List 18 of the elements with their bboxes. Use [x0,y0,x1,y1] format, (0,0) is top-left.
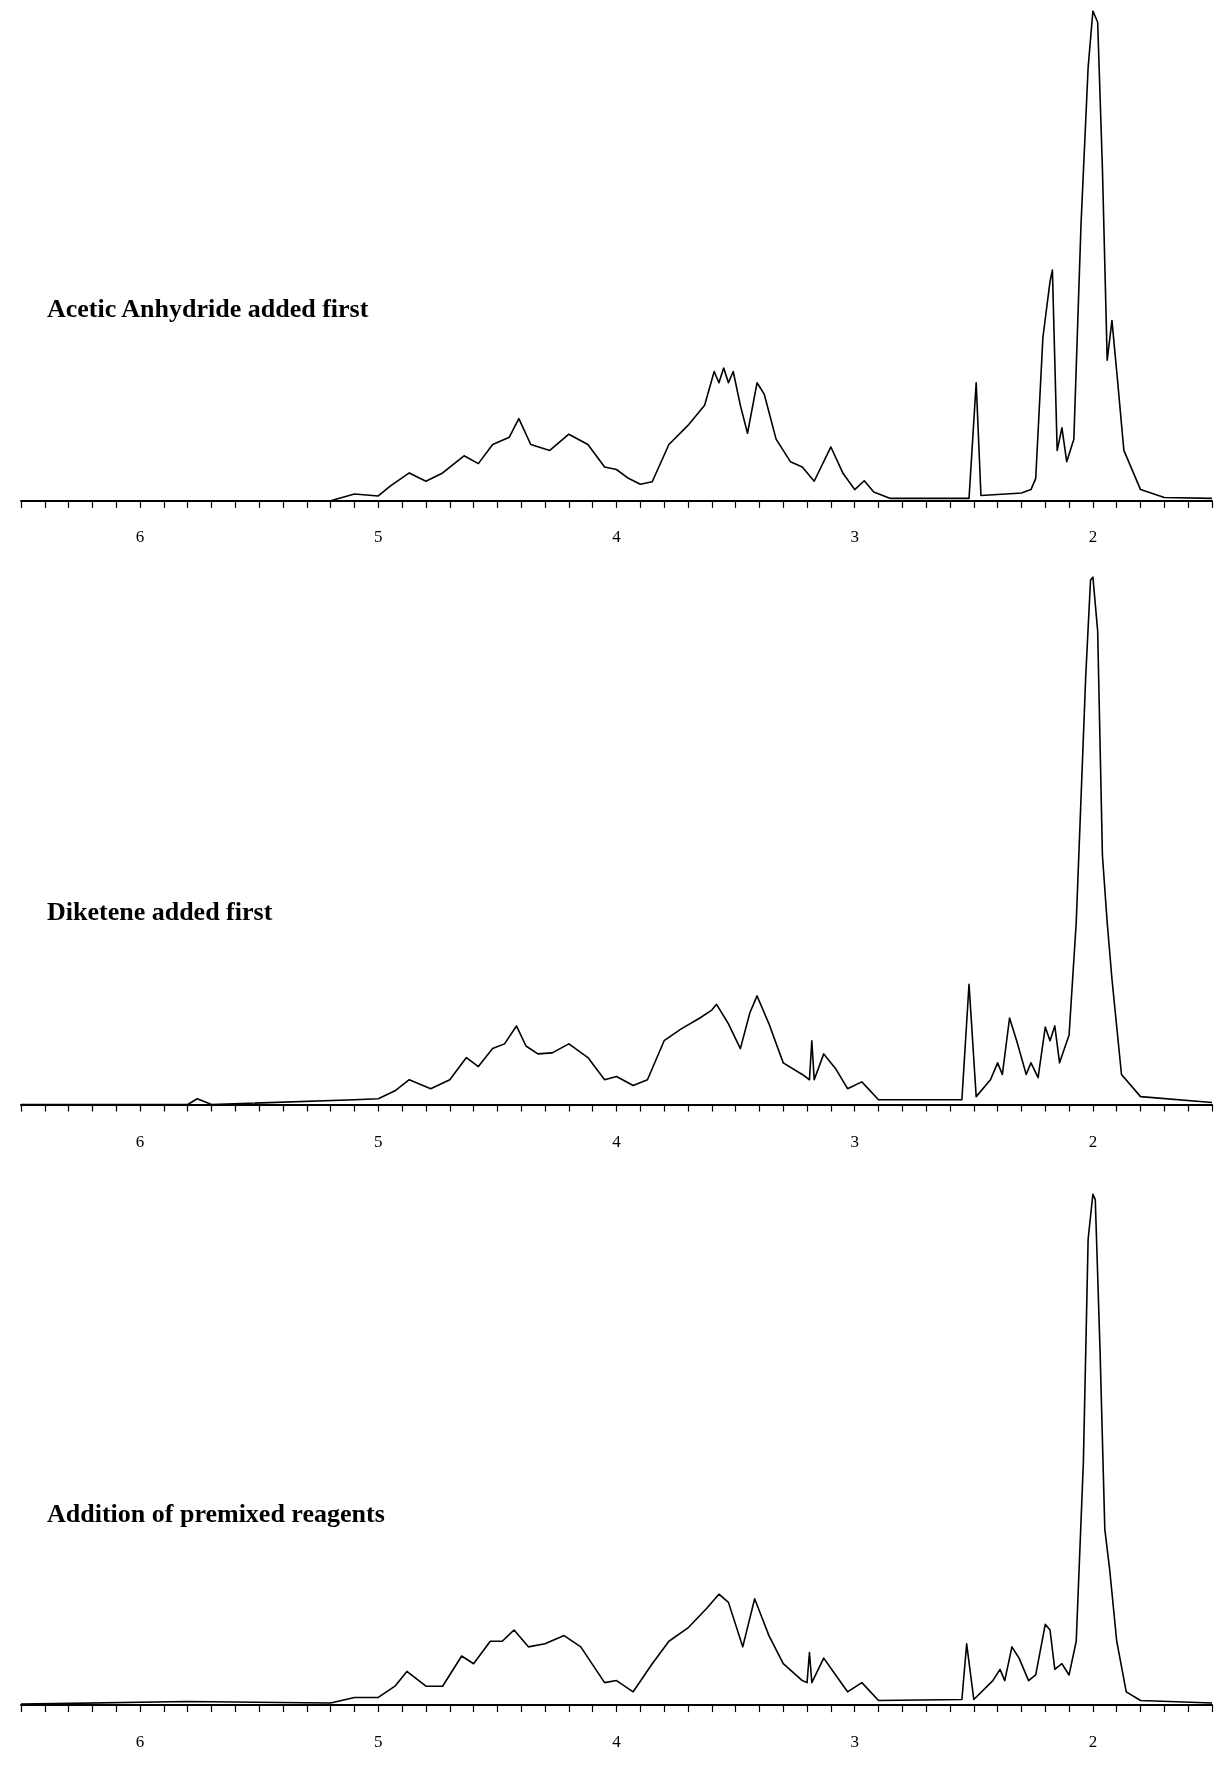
x-tick-label: 5 [374,1132,383,1151]
x-tick-label: 5 [374,527,383,546]
x-tick-label: 3 [850,1732,859,1751]
x-tick-label: 3 [850,1132,859,1151]
text: Diketene added first [47,896,273,926]
x-tick-label: 6 [135,1132,145,1151]
text: Addition of premixed reagents [47,1498,385,1528]
x-tick-label: 2 [1088,1732,1098,1751]
x-tick-label: 2 [1088,1132,1098,1151]
text: Acetic Anhydride added first [47,293,369,323]
x-tick-label: 4 [612,527,622,546]
x-tick-label: 4 [612,1132,622,1151]
x-tick-label: 4 [612,1732,622,1751]
x-tick-label: 6 [135,1732,145,1751]
x-tick-label: 2 [1088,527,1098,546]
x-tick-label: 5 [374,1732,383,1751]
x-tick-label: 6 [135,527,145,546]
x-tick-label: 3 [850,527,859,546]
